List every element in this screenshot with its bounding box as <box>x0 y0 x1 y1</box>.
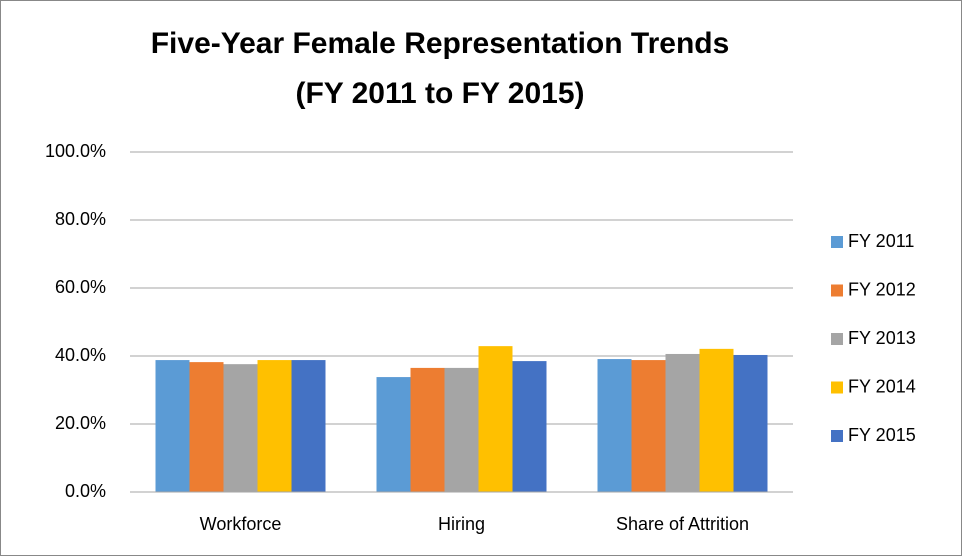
bar <box>478 346 513 492</box>
y-tick-label: 20.0% <box>55 413 106 433</box>
legend-swatch <box>831 236 843 248</box>
bar <box>597 359 632 492</box>
bar <box>223 364 258 492</box>
legend-swatch <box>831 333 843 345</box>
bar <box>699 348 734 492</box>
bar <box>665 353 700 492</box>
y-tick-label: 0.0% <box>65 481 106 501</box>
x-tick-label: Workforce <box>200 514 282 534</box>
bar <box>733 354 768 492</box>
bar <box>410 367 445 492</box>
y-tick-label: 40.0% <box>55 345 106 365</box>
legend-label: FY 2011 <box>848 231 914 251</box>
chart-title: Five-Year Female Representation Trends <box>151 27 730 60</box>
legend-label: FY 2014 <box>848 376 916 396</box>
bar <box>257 360 292 492</box>
bar <box>444 367 479 492</box>
legend-label: FY 2015 <box>848 425 916 445</box>
bar <box>631 360 666 492</box>
bar <box>376 377 411 492</box>
x-tick-label: Hiring <box>438 514 485 534</box>
legend-swatch <box>831 284 843 297</box>
bar <box>512 361 547 492</box>
legend-swatch <box>831 381 843 394</box>
bar <box>291 360 326 492</box>
y-tick-label: 100.0% <box>45 141 106 161</box>
x-tick-label: Share of Attrition <box>616 514 749 534</box>
bar <box>189 362 224 492</box>
y-tick-label: 80.0% <box>55 209 106 229</box>
y-tick-label: 60.0% <box>55 277 106 297</box>
chart-subtitle: (FY 2011 to FY 2015) <box>295 77 584 110</box>
legend-label: FY 2013 <box>848 328 916 348</box>
legend-swatch <box>831 430 843 442</box>
bar <box>155 360 190 492</box>
legend-label: FY 2012 <box>848 279 916 299</box>
